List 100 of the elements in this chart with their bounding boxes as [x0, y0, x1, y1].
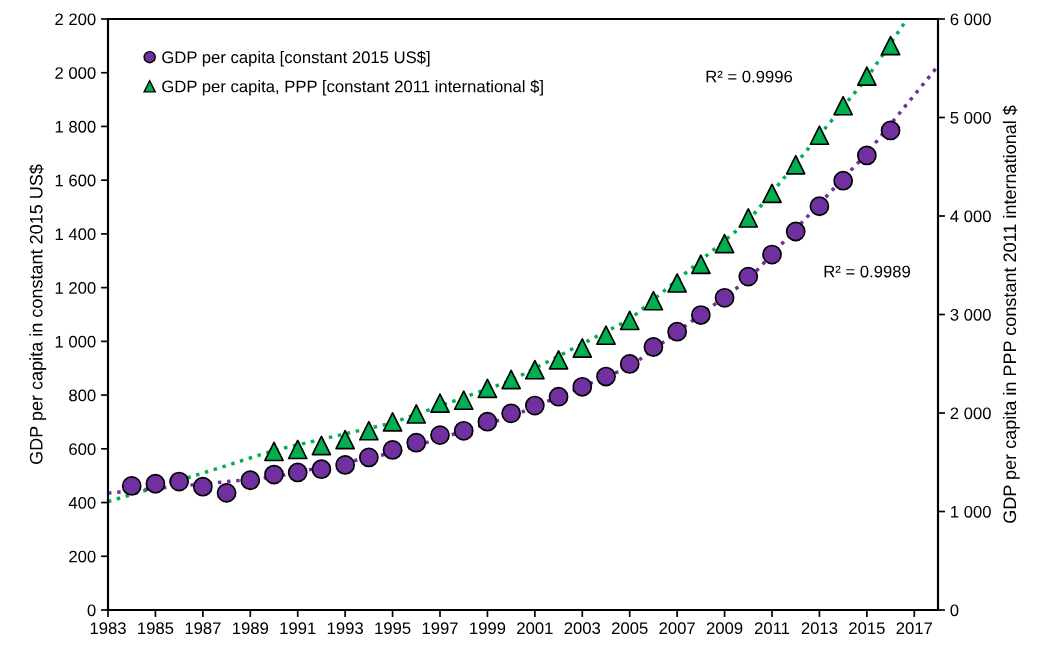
x-tick-label: 2013: [801, 622, 838, 635]
point: [287, 439, 308, 460]
point: [856, 145, 877, 166]
x-tick-label: 2005: [612, 622, 648, 635]
x-tick-label: 2003: [564, 622, 601, 635]
point: [524, 395, 545, 416]
point: [477, 411, 498, 432]
point: [406, 404, 427, 424]
point: [287, 462, 308, 483]
point: [762, 244, 782, 265]
point: [264, 441, 284, 462]
point: [406, 432, 427, 453]
point: [619, 310, 640, 331]
annotation: R² = 0.9996: [706, 70, 793, 83]
point: [430, 393, 450, 414]
y-tick-label: 2 000: [55, 67, 96, 79]
point: [714, 287, 735, 308]
point: [833, 95, 854, 116]
point: [738, 266, 759, 287]
y2-tick-label: 0: [950, 604, 959, 617]
x-tick-label: 1987: [185, 622, 221, 635]
y-tick-label: 200: [69, 550, 96, 563]
y2-tick-label: 6 000: [950, 13, 991, 26]
y-tick-label: 1 200: [55, 282, 96, 294]
point: [690, 305, 711, 325]
point: [619, 354, 640, 374]
point: [548, 386, 569, 407]
x-tick-label: 2015: [849, 622, 885, 635]
point: [548, 349, 569, 370]
point: [714, 233, 735, 254]
point: [785, 221, 806, 242]
point: [358, 447, 379, 468]
x-tick-label: 2009: [706, 622, 743, 635]
x-tick-label: 1993: [327, 622, 363, 635]
point: [643, 290, 664, 311]
x-tick-label: 1997: [422, 622, 458, 635]
y-tick-label: 2 200: [55, 13, 96, 26]
annotation: R² = 0.9989: [824, 265, 910, 278]
point: [358, 420, 379, 441]
point: [643, 337, 664, 357]
point: [596, 366, 616, 387]
point: [880, 120, 901, 141]
point: [382, 411, 403, 432]
y2-tick-label: 4 000: [950, 210, 991, 223]
point: [856, 66, 877, 87]
point: [477, 378, 498, 399]
point: [762, 183, 782, 204]
point: [311, 435, 332, 456]
x-tick-label: 1999: [470, 622, 506, 635]
y-tick-label: 1 800: [55, 120, 96, 133]
y-tick-label: 400: [68, 496, 96, 509]
x-tick-label: 2001: [517, 622, 553, 635]
point: [785, 154, 806, 175]
x-tick-label: 2007: [659, 622, 695, 635]
point: [501, 403, 522, 424]
point: [501, 369, 522, 390]
y2-tick-label: 3 000: [950, 308, 991, 321]
y-axis-title: GDP per capita in constant 2015 US$: [29, 164, 47, 464]
x-tick-label: 2017: [896, 622, 932, 635]
y2-tick-label: 5 000: [950, 111, 991, 124]
point: [833, 170, 854, 191]
point: [453, 390, 474, 411]
point: [382, 440, 403, 460]
point: [192, 476, 213, 497]
x-tick-label: 1989: [233, 622, 269, 635]
point: [667, 273, 688, 293]
point: [453, 420, 474, 441]
point: [880, 35, 901, 56]
legend-label: GDP per capita [constant 2015 US$]: [162, 50, 430, 67]
y-tick-label: 1 400: [55, 228, 96, 241]
point: [667, 321, 688, 342]
y-tick-label: 0: [87, 604, 96, 617]
y-tick-label: 1 000: [55, 335, 96, 348]
point: [524, 359, 545, 380]
point: [335, 429, 356, 450]
point: [216, 482, 237, 503]
point: [264, 464, 284, 485]
point: [121, 476, 142, 496]
y-tick-label: 1 600: [55, 174, 96, 187]
point: [809, 196, 830, 217]
y-tick-label: 800: [69, 389, 96, 402]
point: [311, 459, 332, 480]
x-tick-label: 1985: [138, 622, 174, 635]
x-tick-label: 2011: [754, 622, 790, 635]
point: [690, 254, 711, 275]
point: [145, 473, 166, 494]
y2-axis-title: GDP per capita in PPP constant 2011 international $: [1002, 105, 1020, 523]
point: [738, 208, 759, 228]
y2-tick-label: 1 000: [951, 505, 991, 518]
point: [430, 425, 450, 446]
x-tick-label: 1995: [375, 622, 411, 635]
x-tick-label: 1983: [90, 622, 126, 635]
point: [809, 125, 830, 146]
point: [169, 471, 190, 492]
y2-tick-label: 2 000: [950, 407, 991, 420]
y-tick-label: 600: [69, 443, 96, 456]
point: [596, 325, 616, 346]
x-tick-label: 1991: [280, 622, 316, 635]
point: [240, 470, 261, 491]
point: [335, 455, 356, 475]
